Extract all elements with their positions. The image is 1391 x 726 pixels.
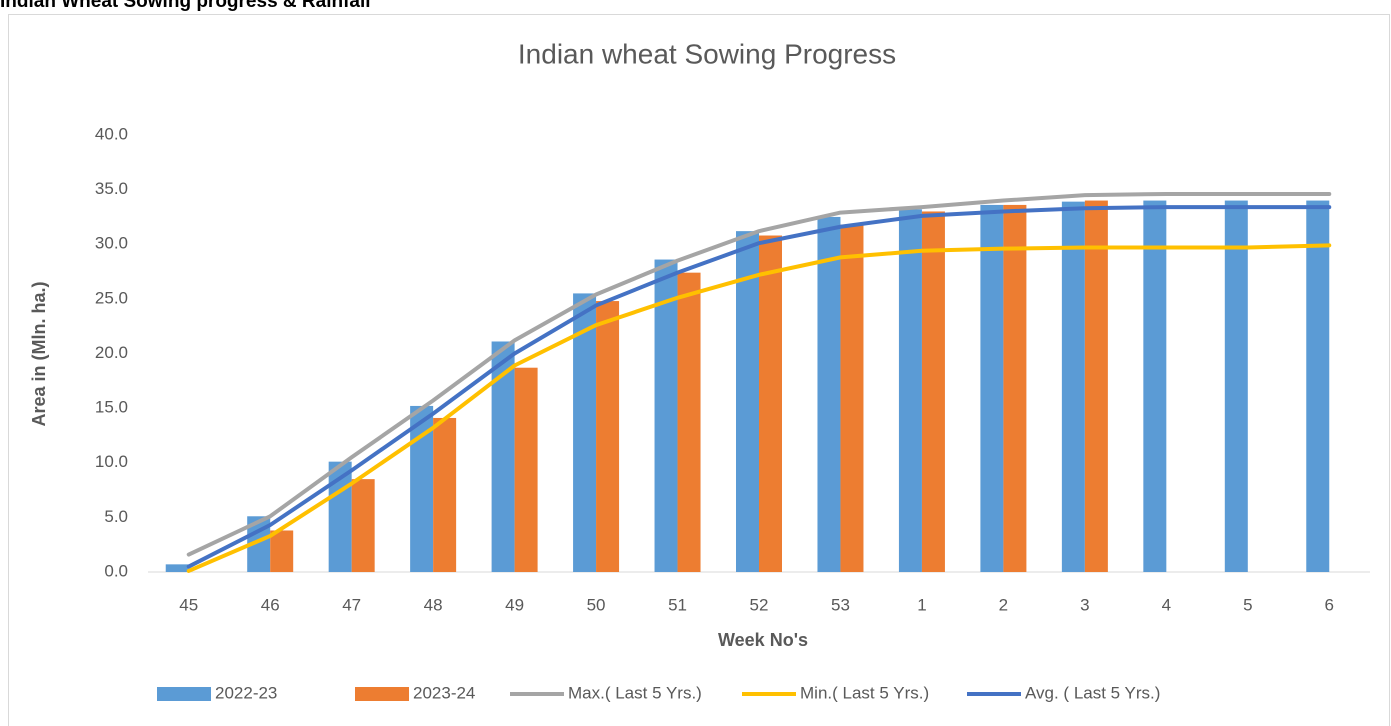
- x-tick-label: 53: [831, 595, 850, 614]
- bar: [596, 301, 620, 572]
- x-tick-label: 5: [1243, 595, 1252, 614]
- x-tick-label: 46: [261, 595, 280, 614]
- bar: [677, 272, 701, 572]
- bar: [840, 224, 864, 572]
- bar: [351, 479, 375, 572]
- page-header: Indian Wheat Sowing progress & Rainfall: [0, 0, 371, 12]
- legend-label: Max.( Last 5 Yrs.): [568, 683, 702, 702]
- bar: [921, 211, 945, 572]
- bar: [573, 293, 597, 572]
- x-tick-label: 3: [1080, 595, 1089, 614]
- y-tick-label: 0.0: [104, 561, 128, 580]
- bar: [1306, 200, 1330, 573]
- x-tick-label: 1: [917, 595, 926, 614]
- bar: [1224, 200, 1248, 573]
- y-tick-label: 15.0: [95, 398, 128, 417]
- bar: [1143, 200, 1167, 573]
- x-tick-label: 49: [505, 595, 524, 614]
- x-tick-label: 4: [1162, 595, 1171, 614]
- bar: [247, 516, 271, 572]
- bar: [410, 405, 434, 572]
- y-tick-label: 40.0: [95, 124, 128, 143]
- chart-title: Indian wheat Sowing Progress: [518, 38, 896, 69]
- bar: [433, 417, 457, 572]
- y-tick-label: 20.0: [95, 343, 128, 362]
- legend-label: 2023-24: [413, 683, 475, 702]
- bar: [1061, 201, 1085, 572]
- legend-swatch: [355, 687, 409, 701]
- bar: [1003, 204, 1027, 573]
- bar: [736, 231, 759, 572]
- bar: [1084, 200, 1108, 573]
- bar: [898, 209, 922, 573]
- y-tick-label: 10.0: [95, 452, 128, 471]
- x-tick-label: 50: [587, 595, 606, 614]
- bar: [514, 367, 538, 572]
- bar: [165, 564, 189, 572]
- bar: [491, 341, 515, 572]
- bar: [817, 216, 841, 572]
- bar: [654, 259, 678, 572]
- x-tick-label: 52: [750, 595, 769, 614]
- y-tick-label: 30.0: [95, 234, 128, 253]
- x-tick-label: 48: [424, 595, 443, 614]
- bar: [270, 530, 294, 572]
- bar: [980, 204, 1004, 573]
- line-series: [186, 243, 1332, 573]
- x-tick-label: 45: [179, 595, 198, 614]
- y-tick-label: 5.0: [104, 507, 128, 526]
- y-axis-label: Area in (Mln. ha.): [29, 281, 49, 426]
- x-tick-label: 47: [342, 595, 361, 614]
- legend-label: 2022-23: [215, 683, 277, 702]
- x-tick-label: 51: [668, 595, 687, 614]
- x-tick-label: 6: [1325, 595, 1334, 614]
- line-series: [186, 191, 1332, 557]
- bar: [759, 235, 782, 572]
- x-tick-label: 2: [999, 595, 1008, 614]
- legend-label: Min.( Last 5 Yrs.): [800, 683, 929, 702]
- legend-swatch: [157, 687, 211, 701]
- y-tick-label: 35.0: [95, 179, 128, 198]
- legend-label: Avg. ( Last 5 Yrs.): [1025, 683, 1160, 702]
- line-series: [186, 205, 1332, 569]
- y-tick-label: 25.0: [95, 288, 128, 307]
- x-axis-label: Week No's: [718, 630, 808, 650]
- chart-border: [8, 14, 1390, 726]
